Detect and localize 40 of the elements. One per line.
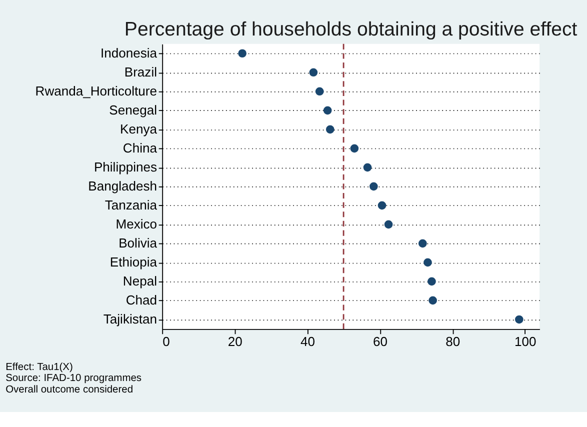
point <box>363 163 372 172</box>
source-note: Source: IFAD-10 programmes <box>6 373 142 384</box>
point <box>418 239 427 248</box>
point <box>514 315 524 324</box>
x-tick-label: 40 <box>300 334 315 350</box>
y-tick-label: Philippines <box>94 160 158 175</box>
text: Effect: Tau1(X) <box>6 362 73 373</box>
y-tick-label: Bolivia <box>118 236 158 251</box>
x-tick-label: 60 <box>373 334 388 350</box>
text: Overall outcome considered <box>6 384 134 396</box>
y-tick-label: Indonesia <box>100 46 158 61</box>
y-tick-label: China <box>122 140 158 156</box>
x-tick-label: 80 <box>446 334 460 350</box>
chart-title: Percentage of households obtaining a positive effect <box>124 18 578 41</box>
point <box>315 87 324 96</box>
point <box>428 296 437 305</box>
point <box>309 68 318 77</box>
y-tick-label: Tanzania <box>104 198 158 213</box>
point <box>326 125 334 134</box>
point <box>378 201 386 210</box>
y-tick-label: Ethiopia <box>110 254 158 270</box>
point <box>369 182 378 191</box>
point <box>428 277 436 286</box>
point <box>350 144 359 153</box>
y-tick-label: Tajikistan <box>103 312 157 327</box>
x-tick-label: 100 <box>514 334 536 350</box>
point <box>238 49 246 58</box>
y-tick-label: Brazil <box>124 64 158 80</box>
y-tick-label: Rwanda_Horticolture <box>35 84 157 99</box>
y-tick-label: Senegal <box>109 102 158 118</box>
x-tick-label: 20 <box>228 334 242 350</box>
y-tick-label: Kenya <box>120 122 158 137</box>
x-tick-label: 0 <box>162 334 170 350</box>
y-tick-label: Mexico <box>116 216 157 232</box>
point <box>384 220 393 229</box>
y-tick-label: Bangladesh <box>88 178 157 194</box>
point <box>424 258 432 267</box>
y-tick-label: Chad <box>126 292 157 308</box>
y-tick-label: Nepal <box>122 274 158 289</box>
point <box>323 106 332 115</box>
